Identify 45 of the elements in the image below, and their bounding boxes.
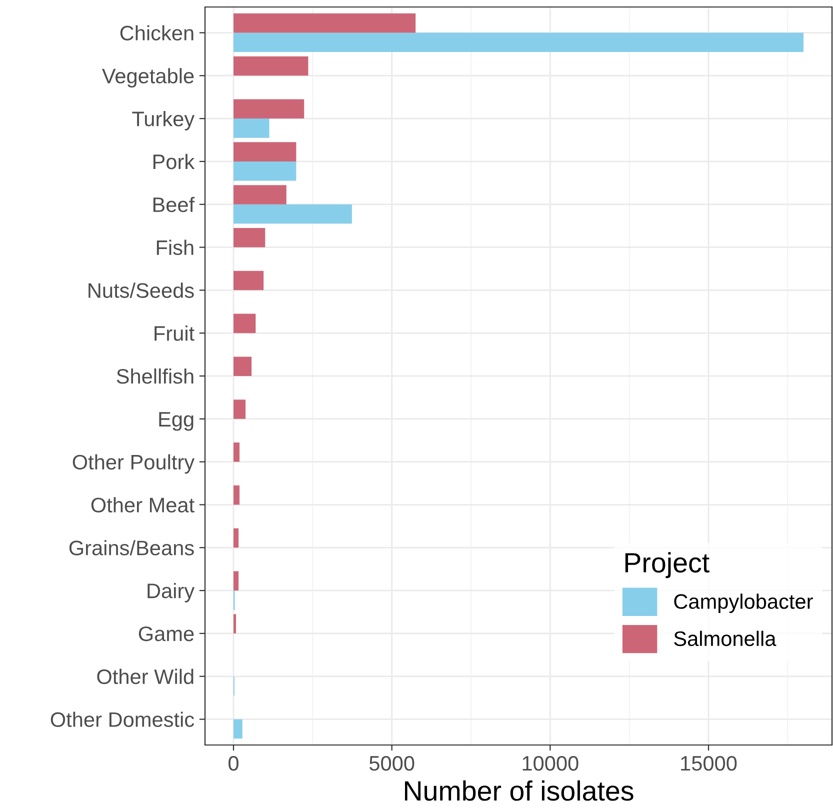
y-tick-label: Fish [156, 240, 194, 256]
bar [234, 204, 352, 224]
y-tick-label: Shellfish [116, 368, 194, 384]
bar [234, 442, 240, 462]
bar [234, 528, 239, 548]
y-tick-label: Chicken [120, 25, 194, 40]
bar [234, 270, 264, 290]
bar [234, 142, 296, 162]
bar [234, 356, 252, 376]
y-tick-label: Pork [153, 154, 195, 170]
y-tick-label: Vegetable [102, 68, 194, 88]
x-axis-title: Number of isolates [404, 780, 634, 801]
legend-label: Campylobacter [674, 594, 813, 614]
x-tick-label: 0 [228, 756, 238, 771]
y-tick-label: Egg [159, 412, 194, 431]
bar [234, 13, 416, 33]
bar [234, 400, 246, 419]
y-tick-label: Turkey [132, 111, 195, 130]
bar [234, 719, 242, 739]
y-tick-label: Other Meat [91, 497, 194, 512]
x-tick-label: 15000 [681, 756, 737, 771]
x-tick-label: 10000 [522, 756, 578, 771]
bar [234, 228, 266, 248]
bar [234, 185, 286, 204]
bar [234, 118, 270, 138]
y-tick-label: Other Domestic [50, 712, 194, 728]
bar [234, 99, 304, 119]
y-tick-label: Dairy [148, 582, 195, 602]
y-tick-label: Fruit [154, 326, 194, 341]
y-tick-label: Other Poultry [72, 454, 195, 474]
y-tick-label: Other Wild [97, 668, 194, 684]
x-tick-label: 5000 [369, 756, 414, 771]
bar [234, 614, 236, 634]
legend-title: Project [625, 552, 710, 578]
y-tick-label: Beef [153, 196, 195, 212]
bar [234, 32, 804, 52]
y-tick-label: Grains/Beans [69, 540, 194, 556]
legend-label: Salmonella [674, 630, 776, 646]
y-tick-label: Game [138, 626, 194, 642]
bar [234, 485, 240, 505]
y-tick-label: Nuts/Seeds [88, 282, 194, 298]
bar [234, 161, 296, 181]
bar [234, 314, 256, 334]
bar [234, 56, 308, 76]
bar [234, 571, 239, 591]
